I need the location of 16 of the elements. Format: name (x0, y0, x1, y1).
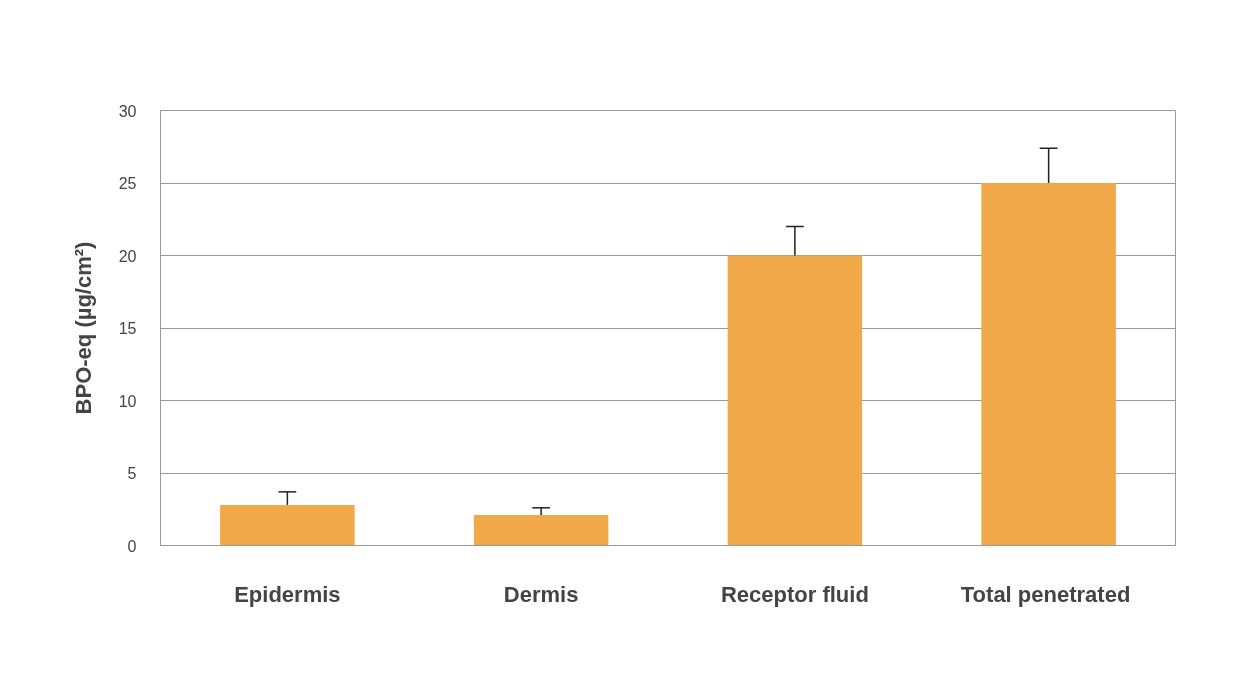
y-axis-title: BPO-eq (µg/cm²) (70, 241, 96, 415)
bar (220, 504, 355, 546)
bar (473, 515, 609, 546)
y-tick-label: 20 (118, 247, 137, 265)
x-tick-label: Receptor fluid (720, 581, 869, 607)
y-tick-label: 5 (127, 465, 137, 482)
y-tick-label: 0 (127, 537, 137, 555)
x-tick-label: Epidermis (234, 581, 341, 607)
x-tick-label: Total penetrated (960, 581, 1131, 607)
x-tick-label: Dermis (503, 581, 579, 607)
y-tick-label: 10 (118, 392, 137, 410)
y-tick-label: 15 (118, 320, 137, 337)
bar (727, 255, 863, 546)
y-tick-label: 30 (118, 102, 137, 120)
bar (981, 183, 1116, 546)
y-tick-label: 25 (118, 175, 137, 192)
